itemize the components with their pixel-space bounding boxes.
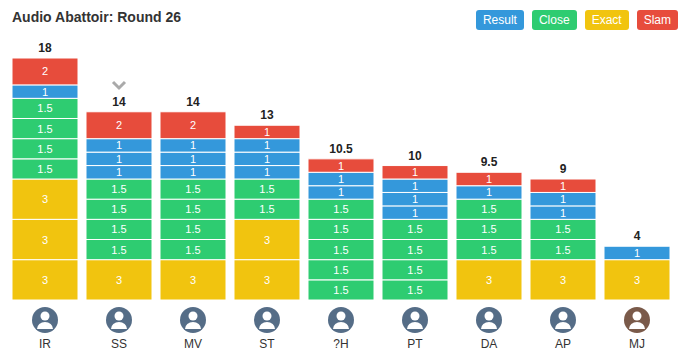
svg-text:1.5: 1.5 — [259, 183, 274, 195]
svg-text:1.5: 1.5 — [37, 163, 52, 175]
svg-text:4: 4 — [634, 229, 641, 243]
svg-text:1: 1 — [412, 166, 418, 178]
svg-text:1.5: 1.5 — [259, 203, 274, 215]
svg-text:10.5: 10.5 — [329, 142, 353, 156]
svg-text:1.5: 1.5 — [333, 284, 348, 296]
svg-text:3: 3 — [634, 274, 640, 286]
svg-text:1.5: 1.5 — [185, 244, 200, 256]
svg-text:3: 3 — [42, 193, 48, 205]
svg-text:1: 1 — [190, 153, 196, 165]
svg-text:3: 3 — [42, 274, 48, 286]
svg-text:1: 1 — [264, 166, 270, 178]
svg-text:1: 1 — [338, 160, 344, 172]
html-text:Exact: Exact — [591, 13, 622, 27]
svg-text:SS: SS — [111, 337, 127, 351]
svg-text:2: 2 — [42, 65, 48, 77]
svg-text:MV: MV — [184, 337, 202, 351]
svg-text:1: 1 — [264, 153, 270, 165]
svg-text:DA: DA — [481, 337, 498, 351]
svg-text:1.5: 1.5 — [111, 183, 126, 195]
svg-text:1.5: 1.5 — [185, 203, 200, 215]
svg-text:1: 1 — [412, 207, 418, 219]
svg-text:1: 1 — [116, 139, 122, 151]
svg-text:3: 3 — [116, 274, 122, 286]
svg-text:1.5: 1.5 — [481, 244, 496, 256]
svg-text:1: 1 — [412, 180, 418, 192]
svg-text:MJ: MJ — [629, 337, 645, 351]
html-text:Audio Abattoir: Round 26: Audio Abattoir: Round 26 — [12, 9, 181, 25]
svg-text:3: 3 — [486, 274, 492, 286]
svg-text:1: 1 — [264, 139, 270, 151]
svg-text:IR: IR — [39, 337, 51, 351]
svg-text:3: 3 — [264, 274, 270, 286]
svg-text:1.5: 1.5 — [333, 244, 348, 256]
svg-text:13: 13 — [260, 108, 274, 122]
svg-text:1.5: 1.5 — [111, 203, 126, 215]
svg-text:1.5: 1.5 — [333, 223, 348, 235]
svg-text:1: 1 — [116, 153, 122, 165]
svg-text:2: 2 — [190, 119, 196, 131]
svg-text:3: 3 — [560, 274, 566, 286]
svg-text:18: 18 — [38, 41, 52, 55]
svg-text:1: 1 — [190, 166, 196, 178]
html-text:Slam: Slam — [643, 13, 671, 27]
html-text:Close: Close — [539, 13, 570, 27]
svg-text:1.5: 1.5 — [407, 284, 422, 296]
svg-text:1: 1 — [486, 186, 492, 198]
svg-text:1: 1 — [42, 86, 48, 98]
svg-text:1: 1 — [560, 193, 566, 205]
svg-text:1.5: 1.5 — [555, 244, 570, 256]
svg-text:1: 1 — [264, 126, 270, 138]
svg-text:1: 1 — [560, 180, 566, 192]
svg-text:1.5: 1.5 — [37, 123, 52, 135]
svg-text:9.5: 9.5 — [481, 155, 498, 169]
svg-text:14: 14 — [186, 95, 200, 109]
svg-text:14: 14 — [112, 95, 126, 109]
svg-text:1: 1 — [412, 193, 418, 205]
svg-text:9: 9 — [560, 162, 567, 176]
svg-text:1.5: 1.5 — [185, 183, 200, 195]
svg-text:2: 2 — [116, 119, 122, 131]
svg-text:1.5: 1.5 — [37, 102, 52, 114]
svg-text:3: 3 — [42, 234, 48, 246]
svg-text:AP: AP — [555, 337, 571, 351]
svg-text:1.5: 1.5 — [185, 223, 200, 235]
svg-text:1.5: 1.5 — [333, 264, 348, 276]
svg-text:1.5: 1.5 — [481, 223, 496, 235]
svg-text:1.5: 1.5 — [481, 203, 496, 215]
html-text:Result: Result — [482, 13, 517, 27]
svg-text:ST: ST — [259, 337, 275, 351]
svg-text:1: 1 — [486, 173, 492, 185]
svg-text:10: 10 — [408, 149, 422, 163]
svg-text:1.5: 1.5 — [407, 244, 422, 256]
svg-text:1: 1 — [338, 173, 344, 185]
svg-text:1.5: 1.5 — [555, 223, 570, 235]
svg-text:PT: PT — [407, 337, 423, 351]
svg-text:3: 3 — [190, 274, 196, 286]
svg-text:1.5: 1.5 — [111, 244, 126, 256]
svg-text:1: 1 — [338, 186, 344, 198]
svg-text:1: 1 — [560, 207, 566, 219]
svg-text:1.5: 1.5 — [37, 143, 52, 155]
svg-text:3: 3 — [264, 234, 270, 246]
svg-text:1: 1 — [116, 166, 122, 178]
svg-text:1: 1 — [190, 139, 196, 151]
svg-text:1.5: 1.5 — [333, 203, 348, 215]
svg-text:1.5: 1.5 — [407, 264, 422, 276]
svg-text:1: 1 — [634, 247, 640, 259]
svg-text:1.5: 1.5 — [111, 223, 126, 235]
svg-text:1.5: 1.5 — [407, 223, 422, 235]
svg-text:?H: ?H — [333, 337, 348, 351]
